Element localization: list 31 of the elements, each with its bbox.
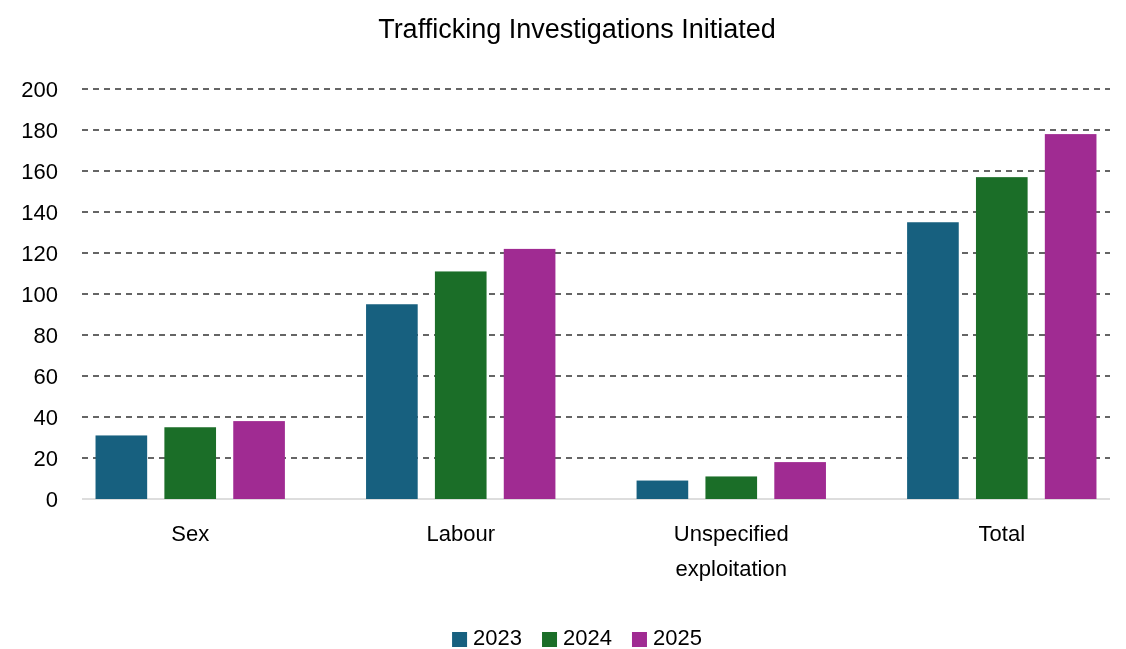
y-tick-label: 160 xyxy=(21,158,58,184)
legend-label: 2023 xyxy=(473,625,523,649)
y-tick-label: 180 xyxy=(21,117,58,143)
x-tick-label: Sex xyxy=(171,520,210,546)
chart-title: Trafficking Investigations Initiated xyxy=(378,14,776,44)
y-tick-label: 0 xyxy=(45,486,58,512)
y-tick-label: 120 xyxy=(21,240,58,266)
legend-label: 2024 xyxy=(563,625,612,649)
bar xyxy=(164,427,217,499)
y-tick-label: 20 xyxy=(33,445,58,471)
bar xyxy=(366,304,418,499)
bar xyxy=(975,177,1028,499)
bar xyxy=(907,222,959,499)
bar xyxy=(434,271,487,499)
y-tick-label: 80 xyxy=(33,322,58,348)
x-tick-label: Total xyxy=(978,520,1026,546)
bar xyxy=(95,435,148,499)
bar xyxy=(774,462,826,499)
x-tick-label: Unspecified exploitation xyxy=(673,520,789,581)
y-tick-label: 200 xyxy=(21,76,58,102)
y-tick-label: 60 xyxy=(33,363,58,389)
bar xyxy=(503,248,556,499)
bar xyxy=(233,421,285,499)
legend-label: 2025 xyxy=(652,625,702,649)
bar xyxy=(636,480,689,499)
bar xyxy=(705,476,758,499)
bar xyxy=(1044,134,1097,499)
x-tick-label: Labour xyxy=(426,520,495,546)
y-tick-label: 140 xyxy=(21,199,58,225)
y-tick-label: 100 xyxy=(21,281,58,307)
y-tick-label: 40 xyxy=(33,404,58,430)
